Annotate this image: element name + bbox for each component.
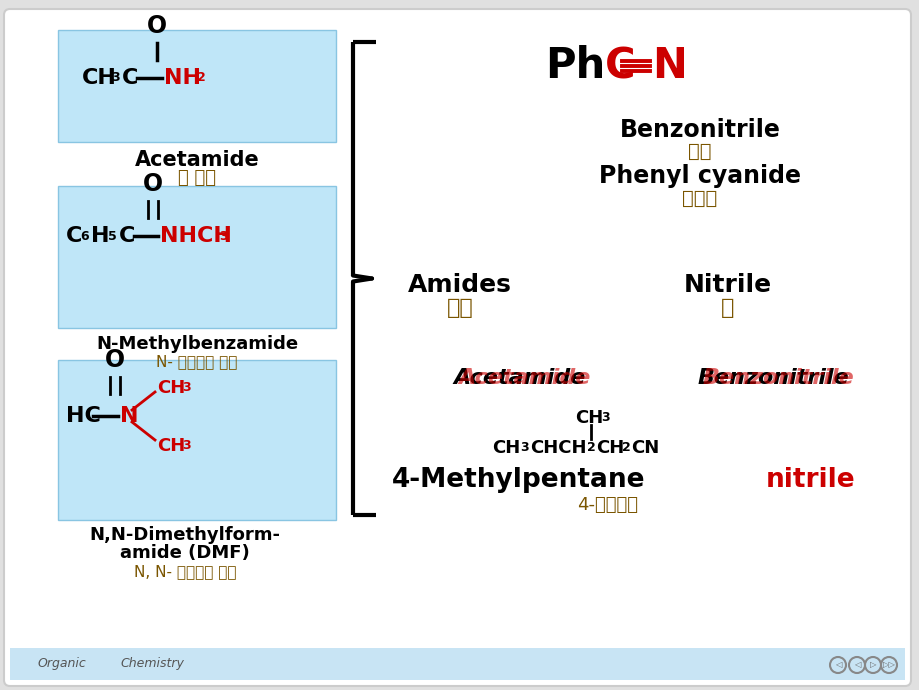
- Text: 乙 酰胺: 乙 酰胺: [177, 169, 216, 187]
- Text: NHCH: NHCH: [160, 226, 232, 246]
- Text: 4-甲基戊腈: 4-甲基戊腈: [577, 496, 638, 514]
- Text: ◁: ◁: [834, 660, 840, 669]
- FancyBboxPatch shape: [58, 360, 335, 520]
- Text: O: O: [142, 172, 163, 196]
- Text: ▷: ▷: [868, 660, 875, 669]
- Text: 苯腈: 苯腈: [687, 141, 711, 161]
- Text: Acetamide: Acetamide: [458, 368, 590, 388]
- Text: 4-Methylpentane: 4-Methylpentane: [391, 467, 645, 493]
- Text: N-Methylbenzamide: N-Methylbenzamide: [96, 335, 298, 353]
- Text: ◁: ◁: [853, 660, 859, 669]
- Text: Benzonitrile: Benzonitrile: [698, 368, 849, 388]
- Text: Ph: Ph: [544, 45, 605, 87]
- Text: O: O: [147, 14, 167, 38]
- Text: 3: 3: [111, 71, 119, 84]
- Text: 3: 3: [182, 381, 190, 394]
- Text: Nitrile: Nitrile: [683, 273, 771, 297]
- Text: 2: 2: [586, 441, 596, 454]
- Text: 3: 3: [600, 411, 609, 424]
- Text: 3: 3: [519, 441, 528, 454]
- Text: Amides: Amides: [408, 273, 511, 297]
- Text: NH: NH: [164, 68, 200, 88]
- Text: 酰胺: 酰胺: [446, 298, 473, 318]
- Text: CH: CH: [157, 437, 185, 455]
- Text: C: C: [122, 68, 138, 88]
- Text: 5: 5: [108, 230, 117, 243]
- Text: 2: 2: [197, 71, 206, 84]
- Text: Acetamide: Acetamide: [452, 368, 584, 388]
- Text: CHCH: CHCH: [529, 439, 586, 457]
- Text: amide (DMF): amide (DMF): [120, 544, 250, 562]
- Text: N: N: [652, 45, 686, 87]
- Text: 3: 3: [219, 230, 227, 243]
- Bar: [10, 648, 904, 680]
- Text: 3: 3: [182, 439, 190, 452]
- Text: C: C: [605, 45, 635, 87]
- Text: Benzonitrile: Benzonitrile: [618, 118, 779, 142]
- Text: CH: CH: [157, 379, 185, 397]
- Text: Chemistry: Chemistry: [119, 658, 184, 671]
- Text: Benzonitrile: Benzonitrile: [702, 368, 854, 388]
- Text: 苯基氰: 苯基氰: [682, 188, 717, 208]
- Text: 6: 6: [80, 230, 88, 243]
- Text: C: C: [66, 226, 83, 246]
- Text: Organic: Organic: [38, 658, 86, 671]
- FancyBboxPatch shape: [4, 9, 910, 686]
- Text: N, N- 二甲基甲 酰胺: N, N- 二甲基甲 酰胺: [133, 564, 236, 580]
- Text: Acetamide: Acetamide: [134, 150, 259, 170]
- Text: CN: CN: [630, 439, 659, 457]
- Text: Phenyl cyanide: Phenyl cyanide: [598, 164, 800, 188]
- Text: O: O: [105, 348, 125, 372]
- Text: 腈: 腈: [720, 298, 734, 318]
- Text: 2: 2: [621, 441, 630, 454]
- Text: CH: CH: [492, 439, 519, 457]
- Text: N: N: [119, 406, 139, 426]
- Text: ▷▷: ▷▷: [881, 660, 894, 669]
- FancyBboxPatch shape: [58, 186, 335, 328]
- Text: HC: HC: [66, 406, 101, 426]
- Text: CH: CH: [596, 439, 624, 457]
- Text: N- 甲基苯甲 酰胺: N- 甲基苯甲 酰胺: [156, 355, 237, 370]
- Text: C: C: [119, 226, 135, 246]
- Text: nitrile: nitrile: [766, 467, 855, 493]
- Text: H: H: [91, 226, 109, 246]
- Text: CH: CH: [82, 68, 117, 88]
- Text: N,N-Dimethylform-: N,N-Dimethylform-: [89, 526, 280, 544]
- FancyBboxPatch shape: [58, 30, 335, 142]
- Text: CH: CH: [574, 409, 603, 427]
